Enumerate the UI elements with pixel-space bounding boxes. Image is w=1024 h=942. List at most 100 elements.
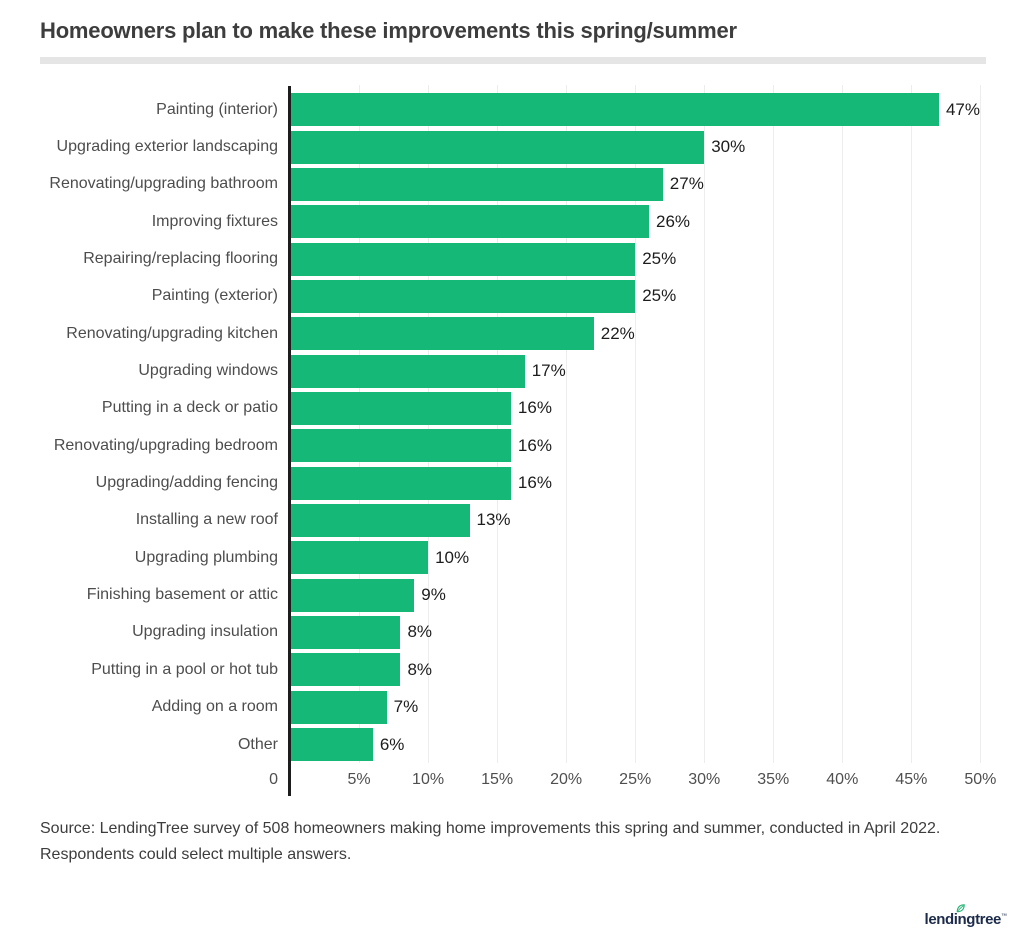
bar-track: 8% (290, 615, 1008, 649)
gridline (842, 85, 844, 763)
gridline (566, 85, 568, 763)
category-label: Installing a new roof (135, 511, 278, 529)
lendingtree-logo: lendingtree™ (924, 904, 1007, 935)
bar (290, 242, 636, 276)
bar-track: 8% (290, 653, 1008, 687)
value-label: 17% (531, 361, 566, 381)
value-label: 25% (642, 249, 677, 269)
value-label: 47% (945, 99, 980, 119)
bar-track: 16% (290, 429, 1008, 463)
chart-row: Painting (exterior) 25% (0, 278, 1024, 315)
chart-row: Putting in a deck or patio 16% (0, 390, 1024, 427)
chart-title: Homeowners plan to make these improvemen… (40, 18, 737, 43)
chart-row: Installing a new roof 13% (0, 502, 1024, 539)
chart-row: Painting (interior) 47% (0, 91, 1024, 128)
bar-track: 17% (290, 354, 1008, 388)
bar-chart: Painting (interior) 47% Upgrading exteri… (0, 85, 1024, 805)
y-axis-line (288, 86, 291, 796)
x-tick-label: 40% (826, 771, 859, 788)
source-line-1: Source: LendingTree survey of 508 homeow… (40, 820, 941, 837)
category-label: Upgrading exterior landscaping (56, 138, 278, 156)
gridline (635, 85, 637, 763)
category-label: Improving fixtures (151, 212, 278, 230)
x-tick-label: 30% (688, 771, 721, 788)
value-label: 16% (517, 435, 552, 455)
bar-track: 16% (290, 466, 1008, 500)
bar-track: 30% (290, 130, 1008, 164)
value-label: 8% (407, 622, 433, 642)
category-label: Adding on a room (151, 698, 278, 716)
bar-track: 26% (290, 205, 1008, 239)
bar-track: 25% (290, 242, 1008, 276)
source-note: Source: LendingTree survey of 508 homeow… (40, 816, 990, 868)
category-label: Upgrading plumbing (134, 548, 278, 566)
chart-row: Renovating/upgrading kitchen 22% (0, 315, 1024, 352)
value-label: 10% (435, 547, 470, 567)
value-label: 16% (517, 398, 552, 418)
bar-track: 13% (290, 503, 1008, 537)
x-tick-label: 50% (964, 771, 997, 788)
value-label: 22% (600, 323, 635, 343)
gridline (773, 85, 775, 763)
category-label: Upgrading insulation (132, 623, 278, 641)
bar-track: 10% (290, 541, 1008, 575)
bar-track: 27% (290, 167, 1008, 201)
x-tick-label: 10% (412, 771, 445, 788)
chart-row: Finishing basement or attic 9% (0, 576, 1024, 613)
bar (290, 279, 636, 313)
category-label: Repairing/replacing flooring (83, 250, 278, 268)
gridline (980, 85, 982, 763)
bar (290, 728, 373, 762)
chart-rows: Painting (interior) 47% Upgrading exteri… (0, 91, 1024, 763)
bar (290, 93, 939, 127)
chart-row: Adding on a room 7% (0, 689, 1024, 726)
chart-row: Repairing/replacing flooring 25% (0, 240, 1024, 277)
category-label: Painting (exterior) (151, 287, 278, 305)
x-axis-ticks: 0 5% 10% 15% 20% 25% 30% 35% 40% 45% 50% (269, 771, 1008, 793)
gridline (911, 85, 913, 763)
value-label: 7% (393, 697, 419, 717)
source-line-2: Respondents could select multiple answer… (40, 846, 352, 863)
bar-track: 7% (290, 690, 1008, 724)
bar (290, 205, 649, 239)
value-label: 8% (407, 659, 433, 679)
bar (290, 391, 511, 425)
category-label: Painting (interior) (156, 100, 278, 118)
category-label: Upgrading/adding fencing (95, 474, 278, 492)
chart-row: Other 6% (0, 726, 1024, 763)
x-tick-label: 25% (619, 771, 652, 788)
chart-row: Renovating/upgrading bathroom 27% (0, 166, 1024, 203)
bar (290, 541, 429, 575)
bar-track: 6% (290, 728, 1008, 762)
value-label: 27% (669, 174, 704, 194)
bar (290, 317, 594, 351)
bar (290, 578, 415, 612)
bar (290, 615, 401, 649)
category-label: Renovating/upgrading bedroom (53, 436, 278, 454)
value-label: 6% (379, 734, 405, 754)
x-tick-label: 20% (550, 771, 583, 788)
bar (290, 466, 511, 500)
category-label: Renovating/upgrading kitchen (66, 324, 278, 342)
bar-track: 9% (290, 578, 1008, 612)
chart-row: Upgrading exterior landscaping 30% (0, 128, 1024, 165)
bar (290, 429, 511, 463)
bar (290, 690, 387, 724)
chart-row: Upgrading windows 17% (0, 352, 1024, 389)
bar (290, 167, 663, 201)
x-tick-label: 5% (347, 771, 371, 788)
chart-row: Improving fixtures 26% (0, 203, 1024, 240)
category-label: Putting in a pool or hot tub (91, 660, 278, 678)
chart-row: Upgrading insulation 8% (0, 614, 1024, 651)
category-label: Upgrading windows (138, 362, 278, 380)
value-label: 25% (642, 286, 677, 306)
bar-track: 47% (290, 93, 1008, 127)
value-label: 9% (421, 585, 446, 605)
bar-track: 22% (290, 317, 1008, 351)
bar (290, 503, 470, 537)
chart-row: Upgrading plumbing 10% (0, 539, 1024, 576)
leaf-icon (956, 904, 965, 913)
logo-text: lendingtree (924, 911, 1002, 928)
value-label: 30% (711, 137, 746, 157)
x-tick-label: 35% (757, 771, 790, 788)
